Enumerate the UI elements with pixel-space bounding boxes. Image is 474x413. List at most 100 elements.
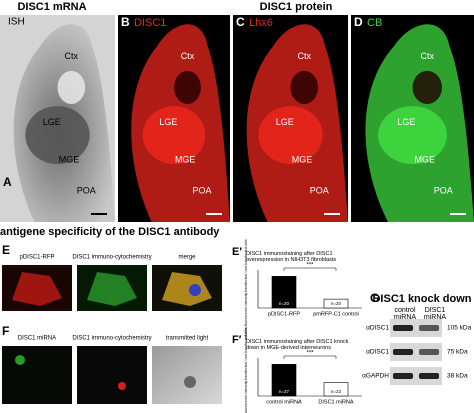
region-label: Ctx: [65, 51, 79, 61]
x-tick-label: DISC1 miRNA: [318, 399, 353, 405]
region-label: LGE: [159, 117, 177, 127]
section-title: DISC1 knock down: [372, 293, 471, 305]
lane-line: control: [394, 307, 415, 314]
antibody-label: αGAPDH: [362, 373, 389, 380]
cell: [87, 272, 137, 306]
chart-title: DISC1 immunostaining after DISC1 knock do…: [246, 339, 349, 351]
size-label: 105 kDa: [447, 325, 472, 332]
x-tick-label: pDISC1-RFP: [268, 311, 300, 317]
ventricle: [174, 70, 201, 105]
y-axis-label: relative fluorescence intensity transfec…: [244, 327, 248, 413]
n-label: n=20: [279, 301, 290, 306]
stain-label: Lhx6: [249, 17, 273, 29]
image-caption: merge: [178, 255, 196, 261]
ventricle: [57, 70, 86, 105]
antibody-label: αDISC1: [366, 325, 389, 332]
n-label: n=23: [331, 389, 342, 394]
blot-strip: [390, 319, 442, 337]
lane-label: DISC1 miRNA: [424, 307, 446, 321]
eminence: [258, 106, 323, 165]
panel-letter: F′: [232, 334, 242, 346]
eminence: [142, 106, 206, 165]
region-label: MGE: [292, 154, 313, 164]
region-label: Ctx: [181, 51, 195, 61]
title-line: down in MGE-derived interneurons: [246, 345, 331, 351]
stain-label: CB: [367, 17, 382, 29]
chart-title: DISC1 immunostaining after DISC1 overexpr…: [246, 251, 336, 263]
panel-letter: E: [2, 243, 10, 257]
cell: [162, 272, 212, 306]
micrograph: [77, 346, 147, 404]
nucleus: [189, 284, 201, 296]
title-line: DISC1 immunostaining after DISC1 knock: [246, 339, 349, 345]
y-axis-label: relative fluorescence intensity transfec…: [244, 239, 248, 338]
lane-line: miRNA: [424, 314, 446, 321]
region-label: POA: [434, 185, 453, 195]
title-line: DISC1 immunostaining after DISC1: [246, 251, 333, 257]
region-label: POA: [310, 185, 329, 195]
significance-bracket: [283, 355, 337, 359]
significance-bracket: [283, 267, 337, 271]
ventricle: [412, 70, 443, 105]
image-caption: DISC1 immuno-cytochemistry: [72, 336, 151, 342]
lane-line: miRNA: [394, 314, 416, 321]
ventricle: [290, 70, 319, 105]
section-title: DISC1 protein: [260, 1, 333, 13]
region-label: MGE: [59, 154, 80, 164]
band: [393, 373, 413, 379]
band: [419, 349, 439, 355]
image-caption: pDISC1-RFP: [19, 255, 54, 261]
significance: ***: [306, 351, 314, 357]
x-tick-label: control miRNA: [266, 399, 302, 405]
image-caption: DISC1 immuno-cytochemistry: [72, 255, 151, 261]
micrograph: [152, 346, 222, 404]
region-label: Ctx: [298, 51, 312, 61]
cell: [12, 272, 62, 306]
bar: [271, 364, 297, 397]
image-caption: DISC1 miRNA: [18, 336, 56, 342]
panel-letter: D: [354, 15, 363, 29]
region-label: Ctx: [421, 51, 435, 61]
cell: [15, 355, 25, 365]
cell: [118, 382, 126, 390]
stain-label: DISC1: [134, 17, 166, 29]
region-label: LGE: [43, 117, 61, 127]
lane-line: DISC1: [425, 307, 446, 314]
blot-strip: [390, 343, 442, 361]
bar: [271, 276, 297, 309]
panel-letter: F: [2, 324, 9, 338]
region-label: MGE: [415, 154, 436, 164]
size-label: 38 kDa: [447, 373, 468, 380]
eminence: [378, 106, 447, 165]
x-tick-label: pmRFP-C1 control: [313, 311, 359, 317]
significance: ***: [306, 263, 314, 269]
panel-letter: B: [121, 15, 130, 29]
panel-letter: E′: [232, 246, 242, 258]
section-title: DISC1 mRNA: [17, 1, 86, 13]
region-label: POA: [192, 185, 211, 195]
n-label: n=20: [331, 301, 342, 306]
micrograph: [2, 346, 72, 404]
title-line: overexpression in NIH3T3 fibroblasts: [246, 257, 336, 263]
band: [419, 325, 439, 331]
n-label: n=27: [279, 389, 290, 394]
panel-letter: A: [3, 175, 12, 189]
bar: [323, 298, 349, 309]
lane-label: control miRNA: [394, 307, 416, 321]
region-label: MGE: [175, 154, 196, 164]
size-label: 75 kDa: [447, 349, 468, 356]
section-title: antigene specificity of the DISC1 antibo…: [0, 226, 220, 238]
panel-letter: C: [236, 15, 245, 29]
band: [393, 349, 413, 355]
bar: [323, 382, 349, 397]
region-label: LGE: [397, 117, 415, 127]
image-caption: transmitted light: [166, 336, 209, 342]
region-label: LGE: [276, 117, 294, 127]
antibody-label: αDISC1: [366, 349, 389, 356]
stain-label: ISH: [8, 17, 25, 28]
band: [419, 373, 439, 379]
blot-strip: [390, 367, 442, 385]
panel-letter: G: [370, 291, 379, 305]
region-label: POA: [77, 185, 96, 195]
